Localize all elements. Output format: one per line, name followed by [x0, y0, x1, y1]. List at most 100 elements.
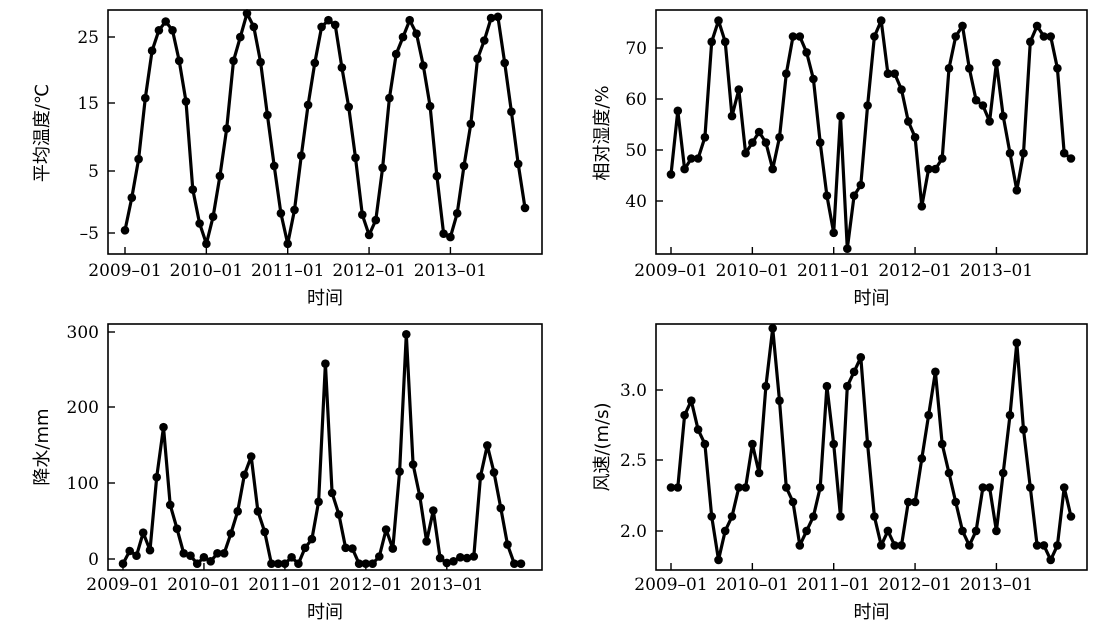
data-point — [215, 171, 225, 181]
data-point — [520, 203, 530, 213]
x-tick-label: 2012–01 — [878, 575, 951, 595]
x-axis-title: 时间 — [854, 288, 890, 309]
y-tick-label: 2.5 — [620, 451, 647, 471]
data-point — [402, 330, 411, 339]
data-point — [415, 491, 425, 501]
data-point — [435, 553, 445, 563]
data-point — [503, 540, 512, 549]
data-point — [439, 229, 448, 238]
data-point — [768, 324, 777, 333]
data-point — [229, 56, 238, 66]
x-tick-label: 2012–01 — [332, 261, 405, 281]
data-point — [951, 497, 960, 507]
data-point — [1005, 410, 1015, 420]
x-tick-label: 2010–01 — [170, 261, 243, 281]
data-point — [822, 381, 832, 391]
data-point — [836, 512, 845, 521]
data-point — [462, 553, 472, 563]
data-point — [965, 541, 974, 550]
data-point — [992, 58, 1001, 68]
data-point — [388, 544, 398, 553]
data-point — [917, 202, 927, 211]
data-point — [344, 102, 354, 112]
data-point — [700, 439, 710, 449]
data-point — [998, 111, 1008, 121]
data-point — [822, 191, 832, 200]
plot-frame — [107, 9, 543, 255]
y-axis-title: 平均温度/℃ — [32, 84, 53, 182]
data-point — [269, 161, 279, 171]
data-point — [283, 239, 293, 249]
data-point — [931, 164, 940, 174]
data-point — [381, 525, 391, 534]
data-point — [294, 559, 303, 568]
data-point — [368, 559, 377, 568]
x-tick-label: 2013–01 — [960, 261, 1033, 281]
data-point — [310, 58, 320, 68]
chart-panel-2: 70 60 50 40 2009–01 2010–01 2011–01 2012–01 2013… — [592, 9, 1088, 309]
data-point — [937, 439, 947, 449]
data-point — [1019, 148, 1028, 158]
data-point — [242, 9, 252, 18]
data-point — [280, 559, 290, 568]
data-point — [687, 396, 696, 406]
data-point — [829, 439, 838, 449]
data-point — [449, 557, 458, 566]
data-point — [145, 545, 155, 555]
data-point — [985, 117, 994, 126]
data-point — [398, 32, 408, 42]
data-point — [680, 410, 689, 420]
data-point — [159, 422, 168, 432]
data-point — [341, 543, 350, 553]
plot-frame — [107, 323, 543, 571]
data-point — [408, 460, 418, 469]
data-point — [452, 209, 462, 218]
data-point — [890, 69, 899, 78]
data-point — [297, 151, 306, 160]
data-point — [496, 503, 506, 513]
y-tick-label: –5 — [80, 224, 99, 244]
data-point — [371, 215, 381, 225]
data-point — [1066, 512, 1076, 521]
data-point — [507, 107, 516, 116]
data-point — [998, 468, 1008, 478]
data-point — [147, 46, 157, 55]
data-point — [168, 26, 177, 35]
data-point — [256, 57, 265, 67]
data-point — [1005, 148, 1015, 158]
data-point — [802, 526, 811, 536]
data-point — [493, 12, 503, 22]
data-point — [446, 232, 455, 242]
data-point — [775, 133, 784, 142]
data-point — [748, 439, 757, 449]
data-point — [788, 32, 798, 41]
data-point — [666, 483, 676, 492]
data-point — [118, 559, 128, 568]
data-point — [951, 32, 960, 41]
data-point — [174, 56, 184, 66]
data-point — [720, 526, 730, 536]
y-tick-label: 40 — [625, 192, 647, 212]
data-point — [1053, 64, 1062, 73]
data-point — [829, 228, 838, 238]
data-point — [287, 553, 296, 562]
data-point — [876, 16, 886, 25]
data-point — [1032, 21, 1042, 31]
data-point — [489, 468, 499, 477]
data-point — [849, 191, 859, 200]
y-tick-label: 2.0 — [620, 522, 647, 542]
data-point — [890, 541, 899, 550]
y-axis-title: 降水/mm — [32, 408, 53, 485]
data-point — [422, 537, 431, 546]
chart-panel-4: 3.0 2.5 2.0 2009–01 2010–01 2011–01 2012–01 201… — [592, 323, 1088, 623]
data-point — [181, 97, 191, 106]
data-point — [707, 37, 716, 47]
data-point — [138, 528, 148, 537]
y-axis-title: 相对湿度/% — [592, 85, 613, 180]
data-point — [883, 69, 893, 78]
data-point — [761, 138, 771, 147]
x-tick-label: 2013–01 — [414, 261, 487, 281]
data-point — [782, 69, 791, 78]
data-point — [351, 153, 360, 163]
y-tick-label: 60 — [625, 90, 647, 110]
